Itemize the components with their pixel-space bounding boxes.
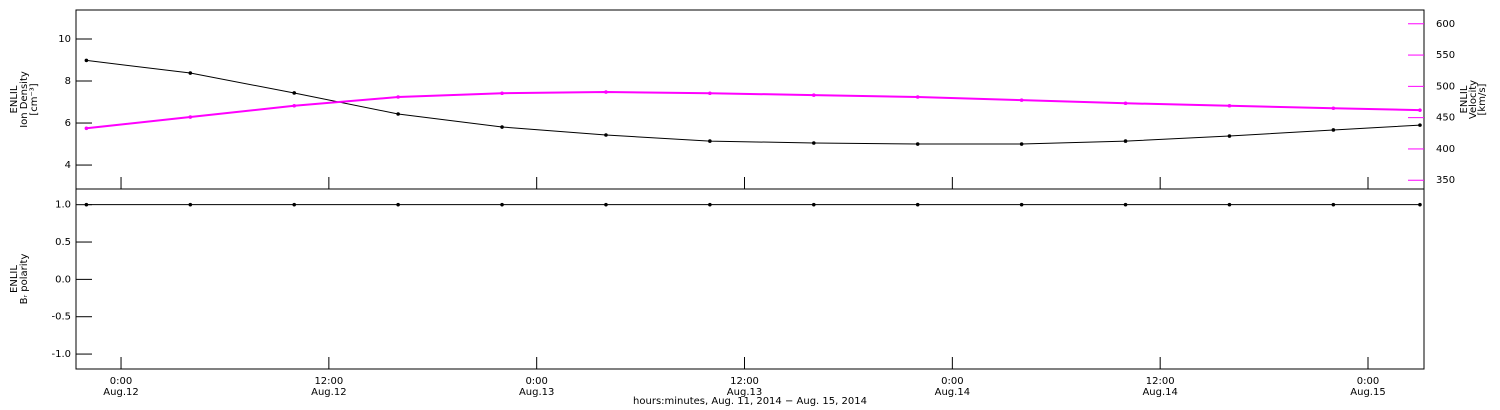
- data-point: [811, 202, 816, 207]
- data-point: [1123, 101, 1128, 106]
- data-point: [292, 202, 297, 207]
- y-tick-label: 4: [65, 160, 71, 171]
- y2-tick-label: 600: [1436, 19, 1455, 30]
- data-point: [292, 91, 297, 95]
- y-tick-label: -1.0: [51, 349, 71, 360]
- data-point: [915, 95, 920, 99]
- y2-axis-title: [km/s]: [1477, 83, 1488, 115]
- data-point: [604, 202, 608, 207]
- data-point: [915, 202, 920, 207]
- y2-tick-label: 400: [1436, 144, 1455, 155]
- x-tick-label: 0:00: [525, 376, 547, 387]
- data-point: [396, 95, 400, 99]
- y-tick-label: 6: [65, 118, 71, 129]
- data-point: [1418, 123, 1422, 127]
- data-point: [84, 58, 89, 63]
- y-tick-label: -0.5: [51, 312, 71, 323]
- data-point: [396, 202, 400, 207]
- x-tick-label: Aug.12: [311, 387, 346, 398]
- series-line: [86, 90, 1420, 130]
- data-point: [604, 133, 608, 137]
- y2-axis-title: ENLIL: [1459, 85, 1470, 113]
- y-axis-title: ENLIL: [9, 265, 20, 293]
- data-point: [1019, 202, 1024, 207]
- y2-tick-label: 550: [1436, 50, 1455, 61]
- x-tick-label: 12:00: [730, 376, 759, 387]
- x-tick-label: Aug.14: [1142, 387, 1177, 398]
- data-point: [1331, 202, 1336, 207]
- data-point: [1227, 134, 1232, 138]
- data-point: [84, 126, 89, 131]
- data-point: [500, 91, 504, 96]
- data-point: [1227, 103, 1232, 108]
- data-point: [292, 103, 297, 108]
- data-point: [1019, 98, 1024, 102]
- data-point: [500, 125, 504, 129]
- x-tick-label: 0:00: [110, 376, 132, 387]
- data-point: [708, 91, 712, 96]
- data-point: [1227, 202, 1232, 207]
- data-point: [1123, 202, 1128, 207]
- y-axis-title: [cm⁻³]: [29, 83, 40, 115]
- data-point: [188, 71, 193, 75]
- data-point: [188, 202, 193, 207]
- x-tick-label: 0:00: [941, 376, 963, 387]
- data-point: [708, 202, 712, 207]
- data-point: [811, 141, 816, 145]
- x-axis-title: hours:minutes, Aug. 11, 2014 − Aug. 15, …: [633, 396, 867, 407]
- data-point: [500, 202, 504, 207]
- x-tick-label: Aug.13: [727, 387, 762, 398]
- y-tick-label: 8: [65, 76, 71, 87]
- data-point: [915, 142, 920, 146]
- y-axis-title: ENLIL: [9, 85, 20, 113]
- data-point: [604, 90, 608, 94]
- data-point: [396, 112, 400, 116]
- data-point: [708, 139, 712, 143]
- data-point: [1123, 139, 1128, 143]
- y-axis-title: Ion Density: [19, 71, 30, 128]
- data-point: [1418, 108, 1422, 112]
- x-tick-label: Aug.12: [103, 387, 138, 398]
- y-tick-label: 10: [58, 34, 71, 45]
- data-point: [1331, 106, 1336, 111]
- data-point: [1331, 128, 1336, 132]
- data-point: [1019, 142, 1024, 146]
- x-tick-label: Aug.15: [1350, 387, 1385, 398]
- x-tick-label: 0:00: [1357, 376, 1379, 387]
- x-tick-label: Aug.14: [935, 387, 970, 398]
- x-tick-label: 12:00: [314, 376, 343, 387]
- y2-tick-label: 450: [1436, 113, 1455, 124]
- y2-tick-label: 500: [1436, 81, 1455, 92]
- y2-tick-label: 350: [1436, 175, 1455, 186]
- x-tick-label: 12:00: [1146, 376, 1175, 387]
- top-panel-frame: [75, 9, 1425, 190]
- data-point: [811, 93, 816, 97]
- series-line: [86, 59, 1420, 145]
- y-tick-label: 0.5: [55, 237, 71, 248]
- y-axis-title: Bᵣ polarity: [19, 254, 30, 305]
- y2-axis-title: Velocity: [1468, 80, 1479, 119]
- bottom-panel-frame: [75, 188, 1425, 370]
- y-tick-label: 1.0: [55, 200, 71, 211]
- data-point: [84, 202, 89, 207]
- data-point: [1418, 202, 1422, 207]
- x-tick-label: Aug.13: [519, 387, 554, 398]
- data-point: [188, 115, 193, 119]
- y-tick-label: 0.0: [55, 274, 71, 285]
